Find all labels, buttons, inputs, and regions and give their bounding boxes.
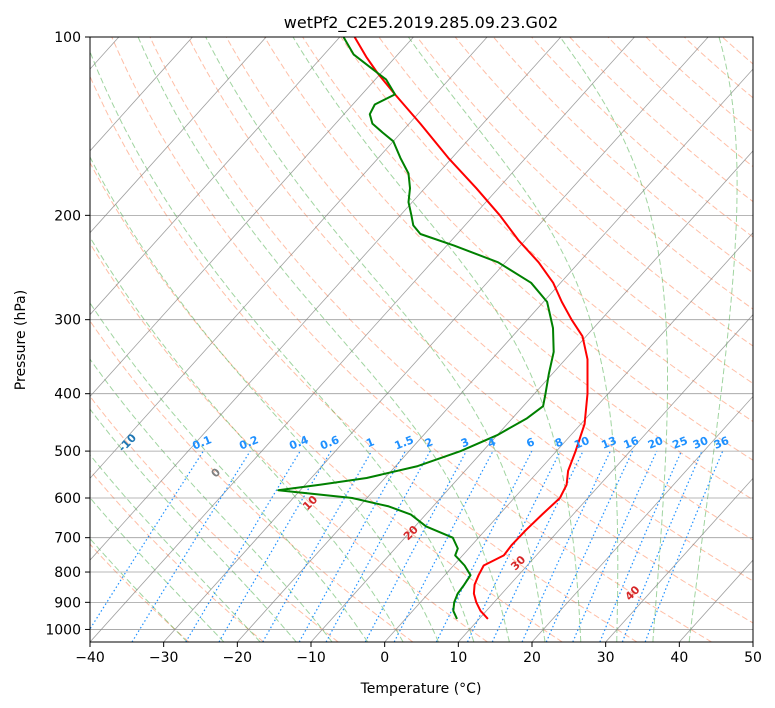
mixing-ratio-line (90, 450, 204, 631)
isotherm (90, 37, 562, 561)
chart-title: wetPf2_C2E5.2019.285.09.23.G02 (284, 13, 558, 33)
y-tick-label: 400 (54, 387, 81, 403)
isotherm (90, 37, 488, 479)
moist-adiabat (90, 454, 261, 642)
x-tick-label: 0 (380, 650, 389, 666)
dry-adiabat (90, 75, 638, 642)
moist-adiabat (90, 537, 188, 642)
moist-adiabat (407, 37, 619, 642)
mixing-ratio-label: 8 (553, 435, 565, 450)
isotherm (90, 37, 193, 152)
moist-adiabat (688, 37, 738, 642)
background-lines (90, 37, 753, 642)
y-tick-label: 300 (54, 313, 81, 329)
mixing-ratio-line (435, 450, 533, 642)
plot-frame (89, 36, 754, 643)
mixing-ratio-line (644, 450, 724, 642)
mixing-ratio-label: 36 (712, 434, 731, 452)
isotherm (384, 232, 753, 642)
mixing-ratio-line (131, 450, 251, 642)
dry-adiabat (90, 469, 264, 642)
y-tick-label: 1000 (45, 622, 81, 638)
mixing-ratio-label: 20 (646, 434, 665, 452)
x-axis-label: Temperature (°C) (360, 681, 482, 697)
moist-adiabat (137, 37, 510, 642)
x-tick-label: 30 (597, 650, 615, 666)
dry-adiabat (225, 37, 753, 541)
moist-adiabat (90, 156, 439, 642)
dewpoint-line (277, 37, 555, 620)
y-tick-label: 900 (54, 595, 81, 611)
mixing-ratio-label: 2 (423, 435, 435, 450)
axes: −40 −30 −20 −10 0 10 20 30 40 50 100 200 300 400 500 60… (45, 30, 762, 666)
sounding-series (277, 37, 589, 620)
dry-adiabat (90, 161, 563, 642)
mixing-ratio-label: 13 (600, 434, 619, 452)
mixing-ratio-label: 30 (691, 434, 710, 452)
moist-adiabat (90, 302, 369, 642)
y-tick-label: 600 (54, 491, 81, 507)
dry-adiabat (302, 37, 753, 461)
isotherm (90, 37, 267, 234)
x-tick-label: 50 (744, 650, 762, 666)
x-tick-label: −20 (223, 650, 253, 666)
mixing-ratio-line (572, 450, 658, 642)
mixing-ratio-line (298, 450, 406, 642)
moist-adiabat (90, 496, 225, 642)
dry-adiabat (90, 242, 488, 642)
dry-adiabat (264, 37, 753, 501)
dry-adiabat (340, 37, 753, 423)
mixing-ratio-line (621, 450, 703, 642)
y-tick-label: 800 (54, 565, 81, 581)
y-tick-label: 200 (54, 208, 81, 224)
x-tick-label: −30 (149, 650, 179, 666)
x-tick-label: 10 (449, 650, 467, 666)
isotherm (163, 37, 709, 642)
y-tick-label: 100 (54, 30, 81, 46)
isotherm (531, 395, 753, 642)
x-tick-label: 40 (670, 650, 688, 666)
isotherm (237, 68, 753, 642)
y-tick-label: 500 (54, 444, 81, 460)
isotherm (458, 313, 753, 642)
y-axis-label: Pressure (hPa) (13, 290, 29, 390)
mixing-ratio-label: 1 (364, 435, 376, 450)
isotherm (90, 37, 414, 398)
mixing-ratio-label: 16 (622, 434, 641, 452)
mixing-ratio-line (364, 450, 467, 642)
x-tick-label: −10 (296, 650, 326, 666)
moist-adiabat (205, 37, 546, 642)
x-tick-label: −40 (75, 650, 105, 666)
mixing-ratio-label: 25 (671, 434, 690, 452)
mixing-ratio-label: 3 (459, 435, 471, 450)
mixing-ratio-line (325, 450, 431, 642)
moist-adiabat (90, 358, 333, 642)
moist-adiabat (90, 408, 297, 642)
dry-adiabat (416, 37, 753, 347)
dry-adiabat (111, 37, 712, 642)
moist-adiabat (90, 236, 404, 642)
moist-adiabat (559, 37, 668, 642)
y-tick-label: 700 (54, 531, 81, 547)
mixing-ratio-line (599, 450, 682, 642)
mixing-ratio-label: 10 (572, 434, 591, 452)
isotherm (605, 477, 753, 642)
moist-adiabat (90, 50, 475, 642)
isotherm (90, 37, 635, 642)
temperature-line (353, 37, 589, 620)
dry-adiabat (187, 37, 753, 582)
dry-adiabat (149, 37, 753, 624)
mixing-ratio-line (545, 450, 634, 642)
x-tick-label: 20 (523, 650, 541, 666)
isotherm (90, 37, 341, 316)
